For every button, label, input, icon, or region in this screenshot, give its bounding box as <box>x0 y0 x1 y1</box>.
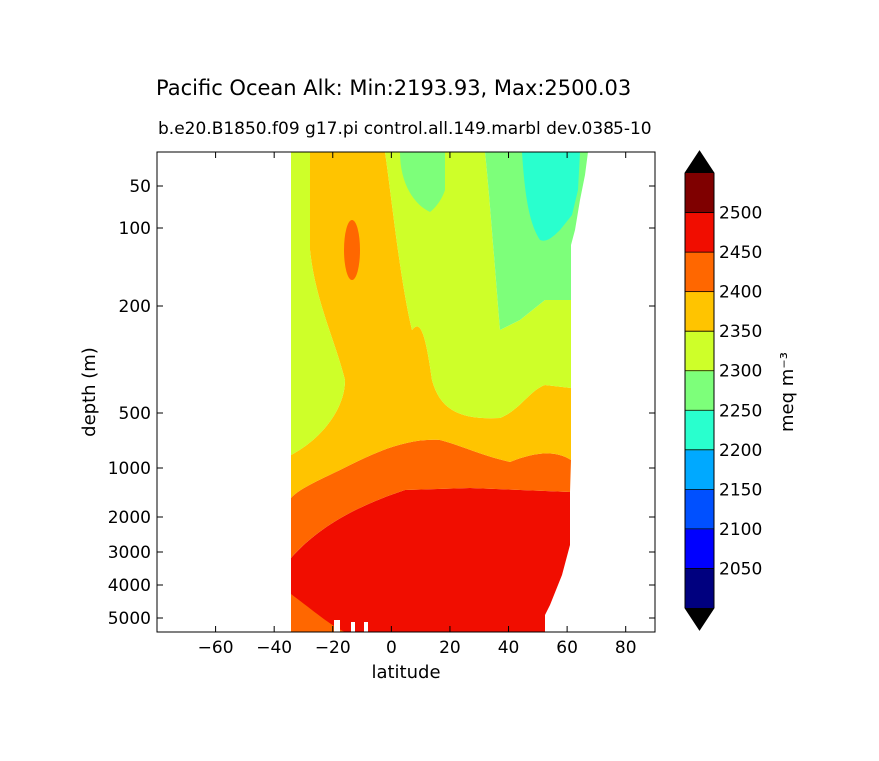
colorbar-swatch <box>685 252 714 293</box>
contour-band-2300 <box>291 152 345 455</box>
colorbar-swatch <box>685 370 714 411</box>
colorbar-swatch <box>685 331 714 372</box>
contour-band-2450 <box>291 488 570 632</box>
colorbar-tick-label: 2400 <box>719 283 762 303</box>
chart-subtitle-right: 5-10 <box>613 119 652 139</box>
colorbar-swatch <box>685 568 714 609</box>
contour-fill <box>291 152 656 632</box>
x-tick-label: 0 <box>386 638 397 658</box>
y-tick-label: 3000 <box>108 543 151 563</box>
colorbar-swatch <box>685 528 714 569</box>
colorbar-swatch <box>685 291 714 332</box>
contour-band-2400-bottom <box>291 594 345 632</box>
colorbar-tick-label: 2450 <box>719 243 762 263</box>
y-tick-label: 4000 <box>108 576 151 596</box>
colorbar-extend-min <box>685 608 714 630</box>
colorbar-extend-max <box>685 151 714 173</box>
colorbar-label: meq m⁻³ <box>777 352 798 432</box>
x-tick-label: 80 <box>615 638 637 658</box>
seafloor-gap <box>351 622 355 632</box>
colorbar-tick-label: 2250 <box>719 401 762 421</box>
contour-band-2400 <box>291 439 571 558</box>
colorbar-swatch <box>685 410 714 451</box>
x-tick-label: 40 <box>498 638 520 658</box>
y-tick-label: 5000 <box>108 609 151 629</box>
y-tick-label: 1000 <box>108 459 151 479</box>
colorbar-tick-label: 2150 <box>719 480 762 500</box>
y-tick-label: 2000 <box>108 508 151 528</box>
contour-band-2250 <box>400 152 445 212</box>
colorbar-tick-label: 2200 <box>719 441 762 461</box>
chart-subtitle: b.e20.B1850.f09 g17.pi control.all.149.m… <box>158 119 614 139</box>
colorbar-tick-label: 2300 <box>719 362 762 382</box>
colorbar-tick-label: 2050 <box>719 559 762 579</box>
x-axis-label: latitude <box>371 662 440 683</box>
colorbar-swatch <box>685 212 714 253</box>
colorbar-swatch <box>685 173 714 214</box>
land-mask <box>545 500 656 632</box>
y-axis-ticks: 50 100 200 500 1000 2000 3000 4000 5000 <box>108 177 655 629</box>
y-axis-label: depth (m) <box>79 347 100 437</box>
plot-frame <box>156 151 656 633</box>
seafloor-gap <box>364 622 368 632</box>
x-tick-label: 60 <box>556 638 578 658</box>
colorbar-swatch <box>685 449 714 490</box>
x-axis-ticks: −60 −40 −20 0 20 40 60 80 <box>198 152 637 658</box>
chart-title: Pacific Ocean Alk: Min:2193.93, Max:2500… <box>156 76 632 100</box>
contour-band-2350 <box>291 152 571 498</box>
y-tick-label: 500 <box>119 404 151 424</box>
colorbar-tick-label: 2100 <box>719 520 762 540</box>
y-tick-label: 50 <box>129 177 151 197</box>
x-tick-label: −60 <box>198 638 234 658</box>
seafloor-gap <box>334 620 340 632</box>
contour-band-2200 <box>522 152 580 241</box>
colorbar: 2050 2100 2150 2200 2250 2300 2350 2400 2450 2500 <box>684 150 762 631</box>
x-tick-label: −40 <box>256 638 292 658</box>
colorbar-tick-label: 2500 <box>719 204 762 224</box>
x-tick-label: −20 <box>315 638 351 658</box>
contour-eddy-2400 <box>344 220 360 280</box>
y-tick-label: 200 <box>119 297 151 317</box>
y-tick-label: 100 <box>119 219 151 239</box>
colorbar-swatch <box>685 489 714 530</box>
x-tick-label: 20 <box>439 638 461 658</box>
colorbar-tick-label: 2350 <box>719 322 762 342</box>
contour-band-2300-right <box>385 152 571 419</box>
colorbar-outline <box>684 150 715 631</box>
